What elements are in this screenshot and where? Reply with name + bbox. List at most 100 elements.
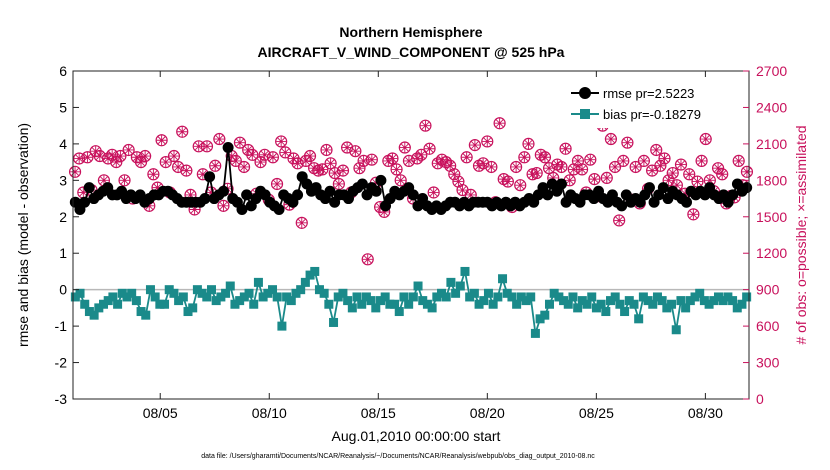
bias-point	[643, 296, 653, 306]
obs-count-point	[637, 154, 650, 167]
y-axis-right-label: # of obs: o=possible; ×=assimilated	[793, 125, 809, 344]
obs-count-point	[73, 152, 86, 165]
obs-count-point	[110, 156, 123, 169]
bias-point	[249, 299, 259, 309]
bias-point	[493, 292, 503, 302]
obs-count-point	[217, 199, 230, 212]
obs-count-point	[415, 148, 428, 161]
obs-count-point	[114, 149, 127, 163]
bias-point	[615, 299, 625, 309]
obs-count-point	[555, 160, 568, 174]
bias-point	[366, 296, 376, 306]
obs-count-point	[448, 168, 461, 181]
bias-point	[380, 292, 390, 302]
rmse-point	[292, 189, 304, 201]
bias-point	[676, 296, 686, 306]
obs-count-point	[518, 151, 531, 164]
bias-series	[70, 266, 752, 338]
y-right-tick-label: 2700	[756, 63, 787, 79]
rmse-point	[616, 200, 628, 212]
bias-point	[544, 299, 554, 309]
bias-point	[422, 299, 432, 309]
obs-count-series	[68, 117, 754, 266]
bias-point	[662, 303, 672, 313]
rmse-point	[199, 193, 211, 205]
obs-count-point	[711, 162, 725, 175]
bias-point	[305, 270, 315, 280]
x-axis-label: Aug.01,2010 00:00:00 start	[332, 428, 501, 444]
obs-count-point	[134, 156, 148, 169]
bias-point	[192, 285, 202, 295]
bias-point	[479, 296, 489, 306]
bias-point	[568, 292, 578, 302]
bias-point	[211, 296, 221, 306]
obs-count-point	[316, 163, 329, 176]
bias-point	[441, 292, 451, 302]
obs-count-point	[320, 143, 333, 157]
obs-count-point	[419, 119, 432, 132]
obs-count-point	[695, 154, 708, 167]
obs-count-point	[279, 146, 292, 159]
obs-count-point	[176, 125, 189, 138]
bias-point	[483, 288, 493, 298]
bias-point	[540, 310, 550, 320]
obs-count-point	[213, 132, 226, 146]
y-right-tick-label: 300	[756, 355, 780, 371]
obs-count-point	[118, 174, 131, 187]
bias-point	[343, 296, 353, 306]
rmse-point	[217, 185, 229, 197]
obs-count-point	[200, 140, 214, 153]
x-tick-label: 08/30	[688, 405, 723, 421]
y-right-tick-label: 1800	[756, 172, 787, 188]
bias-point	[446, 277, 456, 287]
obs-count-point	[617, 154, 630, 167]
obs-count-point	[658, 152, 671, 165]
bias-point	[563, 299, 573, 309]
x-tick-label: 08/20	[470, 405, 505, 421]
rmse-point	[741, 182, 753, 194]
obs-count-point	[654, 159, 667, 172]
rmse-point	[542, 189, 554, 201]
bias-point	[202, 292, 212, 302]
bias-point	[620, 307, 630, 317]
y-left-tick-label: 5	[59, 99, 67, 115]
bias-point	[347, 303, 357, 313]
bias-point	[108, 292, 118, 302]
y-right-tick-label: 0	[756, 391, 764, 407]
bias-point	[591, 303, 601, 313]
bias-point	[718, 296, 728, 306]
bias-point	[253, 277, 263, 287]
obs-count-point	[608, 160, 622, 174]
bias-point	[206, 285, 216, 295]
obs-count-point	[674, 158, 688, 171]
obs-count-point	[423, 142, 436, 155]
bias-point	[70, 292, 80, 302]
bias-point	[418, 296, 428, 306]
obs-count-point	[460, 151, 473, 164]
bias-point	[103, 296, 113, 306]
bias-point	[713, 292, 723, 302]
legend-rmse-label: rmse pr=2.5223	[603, 86, 694, 101]
y-left-tick-label: -1	[55, 318, 68, 334]
bias-point	[634, 314, 644, 324]
bias-point	[732, 303, 742, 313]
bias-point	[521, 296, 531, 306]
bias-point	[329, 317, 339, 327]
y-right-tick-label: 900	[756, 282, 780, 298]
obs-count-point	[732, 154, 745, 167]
bias-point	[352, 292, 362, 302]
bias-point	[704, 299, 714, 309]
bias-point	[432, 292, 442, 302]
obs-count-point	[303, 149, 317, 163]
bias-point	[742, 292, 752, 302]
obs-count-point	[687, 208, 700, 221]
bias-point	[681, 303, 691, 313]
bias-point	[333, 292, 343, 302]
obs-count-point	[81, 151, 94, 164]
bias-point	[559, 296, 569, 306]
bias-point	[535, 314, 545, 324]
obs-count-point	[427, 186, 440, 199]
obs-count-point	[386, 152, 399, 165]
bias-point	[474, 299, 484, 309]
